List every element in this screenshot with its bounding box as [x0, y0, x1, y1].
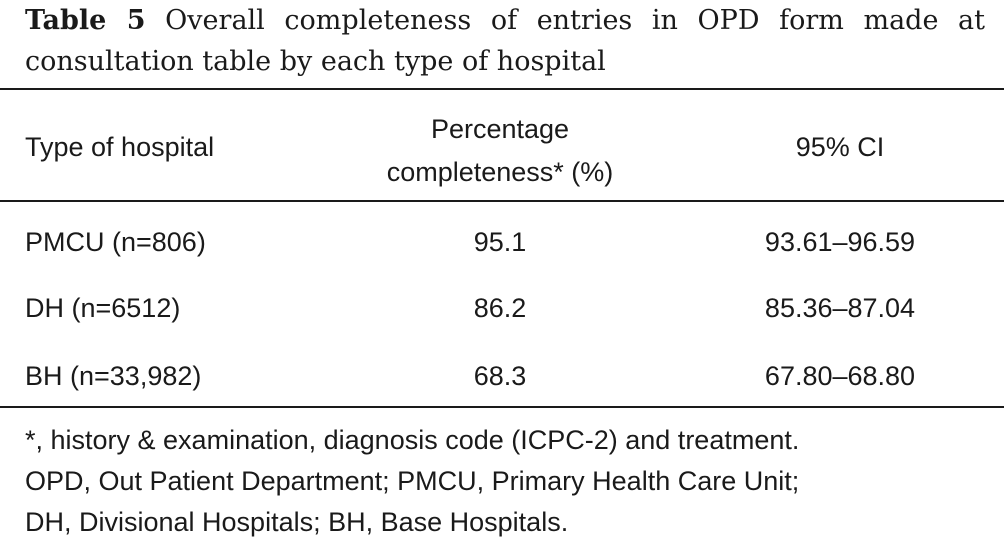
- row-2-ci: 85.36–87.04: [764, 293, 916, 323]
- footnote-line-1: *, history & examination, diagnosis code…: [25, 425, 800, 455]
- row-3-type: BH (n=33,982): [25, 361, 202, 391]
- row-1-percentage: 95.1: [473, 227, 527, 257]
- row-2-percentage: 86.2: [473, 293, 527, 323]
- header-95-ci: 95% CI: [795, 132, 885, 162]
- header-type-of-hospital: Type of hospital: [25, 132, 215, 162]
- table-bottom-rule: [0, 406, 1004, 408]
- table-footnote: *, history & examination, diagnosis code…: [25, 420, 985, 543]
- table-header-rule: [0, 200, 1004, 202]
- row-3-ci: 67.80–68.80: [764, 361, 916, 391]
- row-2-type: DH (n=6512): [25, 293, 181, 323]
- row-3-percentage: 68.3: [473, 361, 527, 391]
- header-percentage-line1: Percentage: [430, 114, 570, 144]
- row-1-type: PMCU (n=806): [25, 227, 206, 257]
- table-label: Table 5: [25, 5, 146, 36]
- table-title: Overall completeness of entries in OPD f…: [25, 5, 985, 77]
- table-caption: Table 5 Overall completeness of entries …: [25, 0, 985, 82]
- header-percentage-line2: completeness* (%): [386, 157, 614, 187]
- footnote-line-3: DH, Divisional Hospitals; BH, Base Hospi…: [25, 507, 569, 537]
- table-top-rule: [0, 88, 1004, 90]
- row-1-ci: 93.61–96.59: [764, 227, 916, 257]
- footnote-line-2: OPD, Out Patient Department; PMCU, Prima…: [25, 466, 800, 496]
- header-percentage-completeness: Percentage completeness* (%): [300, 108, 700, 194]
